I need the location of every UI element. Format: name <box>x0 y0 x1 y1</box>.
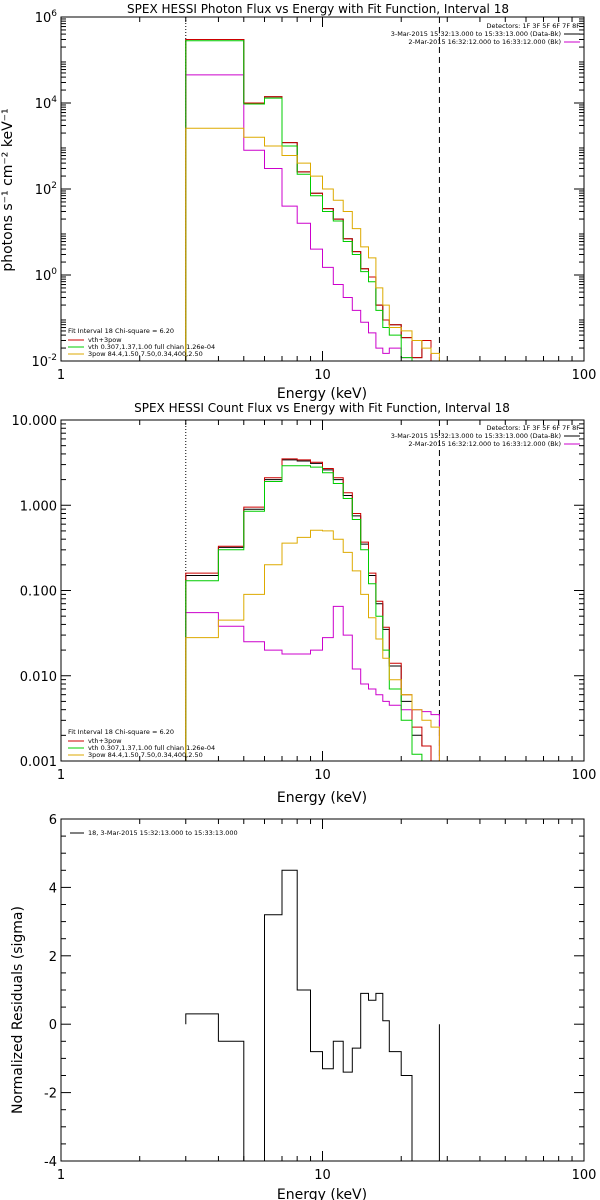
x-tick-label: 1 <box>57 368 65 383</box>
x-tick-label: 1 <box>57 768 65 783</box>
y-tick-label: 4 <box>49 881 57 896</box>
y-tick-label: 106 <box>35 9 58 26</box>
plot-area <box>185 420 440 761</box>
count-flux-title: SPEX HESSI Count Flux vs Energy with Fit… <box>134 401 510 415</box>
y-tick-label: 0.001 <box>20 755 57 770</box>
count-flux-series <box>185 420 440 761</box>
plot-area <box>185 869 440 1161</box>
x-tick-label: 1 <box>57 1168 65 1183</box>
x-tick-label: 10 <box>314 1168 331 1183</box>
photon-flux-fit-header: Fit Interval 18 Chi-square = 6.20 <box>68 327 174 335</box>
y-tick-label: 1.000 <box>20 499 57 514</box>
count-flux-fit-total: vth+3pow <box>88 737 122 745</box>
x-tick-label: 100 <box>572 1168 597 1183</box>
y-tick-label: 102 <box>35 181 57 198</box>
residuals-panel: 1 10 100 6 4 2 0 -2 -4 Energy (keV) Normalized R… <box>10 813 596 1200</box>
photon-flux-fit-vth: vth 0.307,1.37,1.00 full chian 1.26e-04 <box>88 343 215 351</box>
y-tick-label: -2 <box>44 1087 57 1102</box>
photon-flux-xlabel: Energy (keV) <box>277 386 367 402</box>
photon-flux-series <box>185 17 440 361</box>
residuals-legend-label: 18, 3-Mar-2015 15:32:13.000 to 15:33:13.… <box>88 829 238 837</box>
series-line-4 <box>185 40 440 361</box>
y-tick-label: 104 <box>35 95 58 112</box>
count-flux-legend-data: 3-Mar-2015 15:32:13.000 to 15:33:13.000 … <box>391 432 561 440</box>
photon-flux-ticks: 1 10 100 106 104 102 100 10-2 <box>31 9 596 383</box>
photon-flux-ylabel: photons s⁻¹ cm⁻² keV⁻¹ <box>0 108 16 271</box>
x-tick-label: 10 <box>314 768 331 783</box>
residuals-xlabel: Energy (keV) <box>277 1187 367 1200</box>
count-flux-fit-3pow: 3pow 84.4,1.50,7.50,0.34,400,2.50 <box>88 751 203 759</box>
y-tick-label: 100 <box>35 267 58 284</box>
y-tick-label: 0.010 <box>20 670 57 685</box>
series-line-5 <box>185 127 440 361</box>
y-tick-label: 6 <box>49 813 57 828</box>
photon-flux-fit-3pow: 3pow 84.4,1.50,7.50,0.34,400,2.50 <box>88 350 203 358</box>
series-line-1 <box>185 39 440 361</box>
plot-area <box>185 17 440 361</box>
photon-flux-detectors: Detectors: 1F 3F 5F 6F 7F 8F <box>486 22 580 30</box>
residuals-ylabel: Normalized Residuals (sigma) <box>10 906 26 1114</box>
residuals-ticks: 1 10 100 6 4 2 0 -2 -4 <box>44 813 596 1183</box>
y-tick-label: 0 <box>49 1018 57 1033</box>
count-flux-xlabel: Energy (keV) <box>277 790 367 806</box>
photon-flux-fit-total: vth+3pow <box>88 336 122 344</box>
photon-flux-legend-data: 3-Mar-2015 15:32:13.000 to 15:33:13.000 … <box>391 30 561 38</box>
count-flux-detectors: Detectors: 1F 3F 5F 6F 7F 8F <box>486 424 580 432</box>
series-line-1 <box>185 869 440 1161</box>
count-flux-panel: SPEX HESSI Count Flux vs Energy with Fit… <box>12 401 597 806</box>
count-flux-legend-bk: 2-Mar-2015 16:32:12.000 to 16:33:12.000 … <box>408 440 561 448</box>
series-line-2 <box>185 605 440 761</box>
y-tick-label: -4 <box>44 1155 57 1170</box>
residuals-axes-frame <box>60 818 585 1162</box>
y-tick-label: 2 <box>49 950 57 965</box>
series-line-4 <box>185 465 440 761</box>
count-flux-fit-header: Fit Interval 18 Chi-square = 6.20 <box>68 728 174 736</box>
photon-flux-panel: SPEX HESSI Photon Flux vs Energy with Fi… <box>0 2 596 402</box>
x-tick-label: 10 <box>314 368 331 383</box>
series-line-3 <box>185 39 440 361</box>
count-flux-ticks: 1 10 100 10.000 1.000 0.100 0.010 0.001 <box>12 414 597 783</box>
photon-flux-title: SPEX HESSI Photon Flux vs Energy with Fi… <box>127 2 509 16</box>
y-tick-label: 10.000 <box>12 414 58 429</box>
x-tick-label: 100 <box>572 368 597 383</box>
y-tick-label: 10-2 <box>31 353 57 370</box>
series-line-2 <box>185 74 440 361</box>
photon-flux-legend-bk: 2-Mar-2015 16:32:12.000 to 16:33:12.000 … <box>408 38 561 46</box>
y-tick-label: 0.100 <box>20 585 57 600</box>
residuals-series <box>185 869 440 1161</box>
x-tick-label: 100 <box>572 768 597 783</box>
series-line-5 <box>185 529 440 761</box>
count-flux-fit-vth: vth 0.307,1.37,1.00 full chian 1.26e-04 <box>88 744 215 752</box>
